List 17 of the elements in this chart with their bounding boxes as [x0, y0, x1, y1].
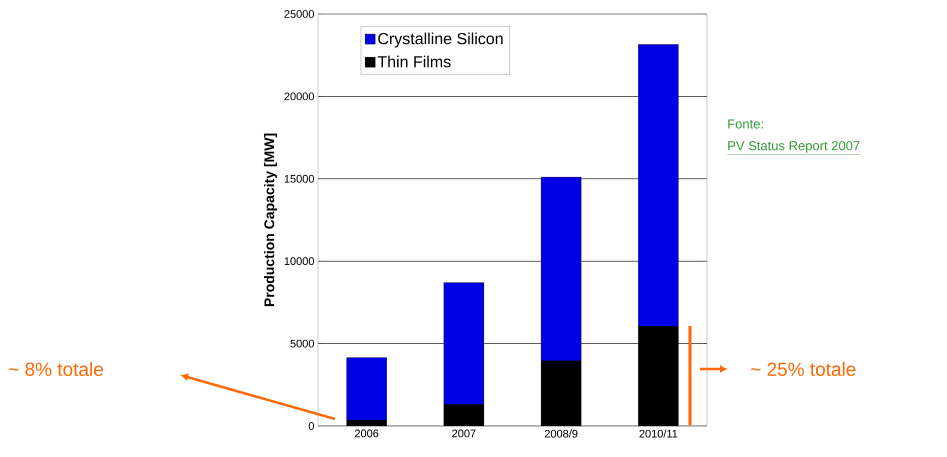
y-tick-label: 25000 [284, 10, 314, 18]
text: PV Status Report 2007 [728, 141, 860, 153]
y-tick-label: 5000 [290, 340, 314, 348]
y-tick-label: 20000 [284, 92, 314, 100]
text: ~ 8% totale [9, 362, 103, 376]
source-note: Fonte: [728, 119, 763, 129]
y-tick-label: 10000 [284, 257, 314, 266]
x-tick-label: 2008/9 [544, 430, 578, 438]
text: ~ 25% totale [751, 362, 856, 376]
x-tick-label: 2007 [452, 430, 476, 438]
x-tick-label: 2010/11 [639, 430, 678, 438]
legend-label: Thin Films [378, 56, 451, 68]
y-tick-label: 15000 [284, 174, 314, 183]
y-axis-title: Production Capacity [MW] [264, 134, 278, 306]
x-tick-label: 2006 [354, 430, 378, 438]
legend-label: Crystalline Silicon [378, 32, 503, 48]
y-tick-label: 0 [308, 422, 314, 430]
